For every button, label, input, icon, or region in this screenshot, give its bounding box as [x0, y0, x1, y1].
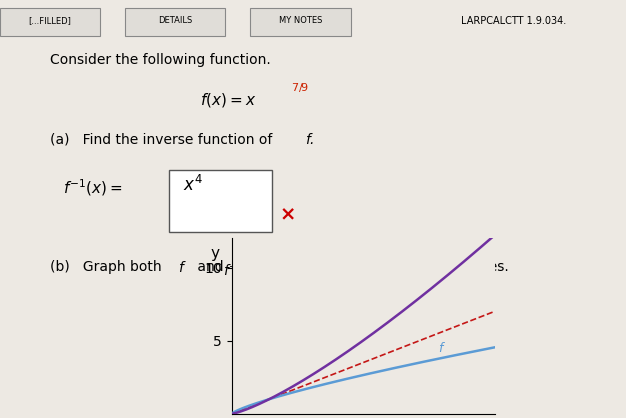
- Text: and: and: [193, 260, 228, 274]
- Text: [...FILLED]: [...FILLED]: [29, 16, 71, 25]
- Text: $f^{-1}$: $f^{-1}$: [223, 260, 244, 278]
- Text: $7/9$: $7/9$: [291, 81, 309, 94]
- Text: y: y: [210, 246, 219, 260]
- FancyBboxPatch shape: [0, 8, 100, 36]
- FancyBboxPatch shape: [169, 170, 272, 232]
- FancyBboxPatch shape: [125, 8, 225, 36]
- Text: Consider the following function.: Consider the following function.: [50, 53, 271, 67]
- Text: $f^{-1}(x) =$: $f^{-1}(x) =$: [63, 177, 122, 198]
- Text: (a)   Find the inverse function of: (a) Find the inverse function of: [50, 132, 277, 146]
- Text: DETAILS: DETAILS: [158, 16, 192, 25]
- Text: on the same set of coordinate axes.: on the same set of coordinate axes.: [255, 260, 509, 274]
- Text: MY NOTES: MY NOTES: [279, 16, 322, 25]
- Text: (b)   Graph both: (b) Graph both: [50, 260, 166, 274]
- Text: $f$: $f$: [178, 260, 187, 275]
- Text: LARPCALCTT 1.9.034.: LARPCALCTT 1.9.034.: [461, 16, 566, 26]
- Text: $\mathbf{\times}$: $\mathbf{\times}$: [279, 206, 294, 224]
- Text: $f(x) = x$: $f(x) = x$: [200, 91, 257, 109]
- Text: $f$.: $f$.: [305, 132, 315, 147]
- Text: $x^4$: $x^4$: [183, 176, 203, 196]
- Text: f: f: [438, 342, 443, 355]
- FancyBboxPatch shape: [250, 8, 351, 36]
